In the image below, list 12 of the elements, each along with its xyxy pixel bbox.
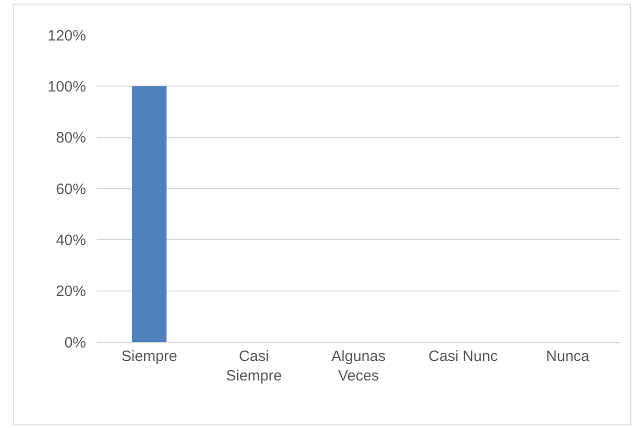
x-tick-label: Siempre (121, 348, 178, 365)
y-tick-label: 20% (56, 283, 86, 300)
x-tick-label: Algunas Veces (331, 348, 386, 384)
y-tick-label: 100% (48, 78, 86, 96)
y-tick-label: 120% (48, 27, 86, 44)
x-tick-label: Casi Siempre (226, 348, 282, 384)
y-tick-label: 40% (56, 232, 86, 249)
y-tick-label: 60% (56, 180, 86, 198)
x-tick-label: Casi Nunc (428, 348, 498, 365)
y-tick-label: 80% (56, 130, 86, 147)
y-tick-label: 0% (64, 334, 86, 352)
x-tick-label: Nunca (546, 348, 590, 365)
